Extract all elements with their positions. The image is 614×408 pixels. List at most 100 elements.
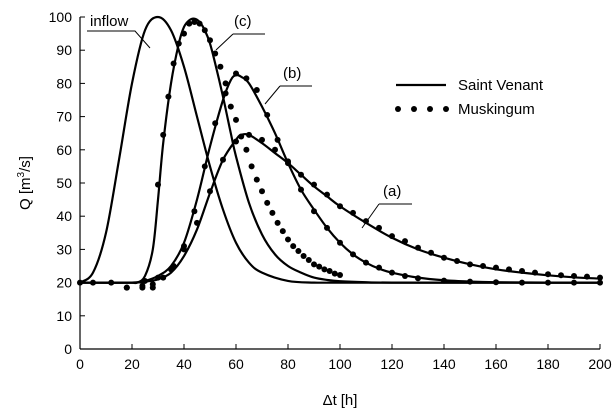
series-point-a <box>389 233 395 240</box>
series-point-c <box>175 40 182 47</box>
series-line-c <box>80 17 600 285</box>
y-axis-title-tail: /s] <box>17 156 34 172</box>
y-tick-label: 60 <box>56 142 72 158</box>
annotation-label: inflow <box>90 13 129 30</box>
x-tick-label: 200 <box>588 356 612 372</box>
legend-swatch-dot <box>427 106 433 112</box>
series-point-a <box>298 171 304 178</box>
series-point-a <box>415 244 421 251</box>
series-point-b <box>493 279 499 286</box>
series-point-c <box>181 30 187 37</box>
series-point-c <box>227 103 234 110</box>
series-point-a <box>558 272 564 279</box>
x-axis-title-unit: [h] <box>341 392 358 408</box>
series-point-c <box>295 248 302 255</box>
series-point-c <box>300 253 307 260</box>
series-point-c <box>90 279 96 286</box>
series-point-a <box>480 263 486 269</box>
series-point-a <box>441 254 447 261</box>
series-point-b <box>149 281 156 288</box>
y-tick-label: 80 <box>56 75 72 91</box>
series-point-c <box>233 116 239 123</box>
series-point-c <box>212 50 219 57</box>
series-point-b <box>233 70 239 77</box>
series-point-c <box>290 243 297 250</box>
legend-swatch-dot <box>411 106 417 112</box>
y-tick-label: 10 <box>56 308 72 324</box>
x-tick-label: 100 <box>328 356 352 372</box>
series-point-b <box>441 277 447 284</box>
series-point-b <box>123 284 130 291</box>
series-point-b <box>311 208 317 215</box>
series-point-a <box>181 246 187 253</box>
series-point-a <box>259 136 265 143</box>
y-tick-label: 40 <box>56 208 72 224</box>
series-point-a <box>532 269 538 276</box>
annotation-leader-line <box>361 203 380 229</box>
plot-area <box>77 15 603 291</box>
series-point-c <box>316 263 323 270</box>
annotation-label: (c) <box>234 13 252 30</box>
series-point-c <box>155 181 161 188</box>
annotation-label: (b) <box>283 65 301 82</box>
series-point-c <box>170 60 177 67</box>
series-point-c <box>321 266 328 273</box>
series-point-a <box>467 261 473 268</box>
x-tick-label: 160 <box>484 356 508 372</box>
x-tick-label: 20 <box>124 356 140 372</box>
y-axis-title-main: Q [m <box>17 177 34 210</box>
series-point-a <box>350 209 356 216</box>
x-tick-label: 60 <box>228 356 244 372</box>
x-tick-label: 120 <box>380 356 404 372</box>
y-tick-label: 30 <box>56 241 72 257</box>
series-point-a <box>285 158 291 165</box>
x-tick-label: 140 <box>432 356 456 372</box>
series-point-a <box>402 238 408 245</box>
x-tick-label: 80 <box>280 356 296 372</box>
y-tick-label: 70 <box>56 109 72 125</box>
annotation-label: (a) <box>383 183 401 200</box>
series-point-a <box>454 258 460 265</box>
series-point-a <box>194 219 200 226</box>
series-point-c <box>269 209 276 216</box>
series-point-c <box>160 131 167 138</box>
series-point-a <box>155 274 161 281</box>
y-tick-label: 20 <box>56 275 72 291</box>
series-point-b <box>160 274 167 281</box>
y-tick-label: 0 <box>64 341 72 357</box>
y-axis-title-sup: 3 <box>16 171 27 177</box>
series-point-c <box>337 271 343 278</box>
series-point-a <box>506 266 512 273</box>
series-point-b <box>402 272 408 279</box>
series-point-c <box>326 267 333 274</box>
series-point-b <box>201 163 208 170</box>
series-point-b <box>139 282 146 289</box>
legend-swatch-dot <box>395 106 401 112</box>
series-point-b <box>337 239 343 246</box>
series-point-a <box>142 277 148 284</box>
series-point-a <box>597 274 603 281</box>
x-tick-label: 40 <box>176 356 192 372</box>
series-point-b <box>264 111 271 118</box>
series-point-a <box>519 267 525 274</box>
series-point-c <box>207 37 213 44</box>
series-line-inflow <box>79 15 600 284</box>
series-point-a <box>220 156 226 163</box>
series-point-b <box>298 186 304 193</box>
legend-swatch-dot <box>443 106 449 112</box>
series-point-c <box>222 80 229 87</box>
legend: Saint Venant Muskingum <box>395 77 544 118</box>
annotation-leader-line <box>215 33 234 51</box>
y-tick-label: 90 <box>56 42 72 58</box>
series-point-b <box>545 279 551 286</box>
series-point-c <box>186 20 193 27</box>
x-axis-title-main: Δt <box>323 392 338 408</box>
series-point-b <box>389 269 395 276</box>
x-tick-label: 180 <box>536 356 560 372</box>
series-point-a <box>311 181 317 188</box>
series-point-c <box>259 188 265 195</box>
series-point-b <box>415 275 421 282</box>
series-point-b <box>243 75 250 82</box>
series-point-c <box>196 20 203 27</box>
axes: 0 20 40 60 80 100 120 140 160 180 200 0 10 20 30 40 50 60… <box>16 9 612 408</box>
